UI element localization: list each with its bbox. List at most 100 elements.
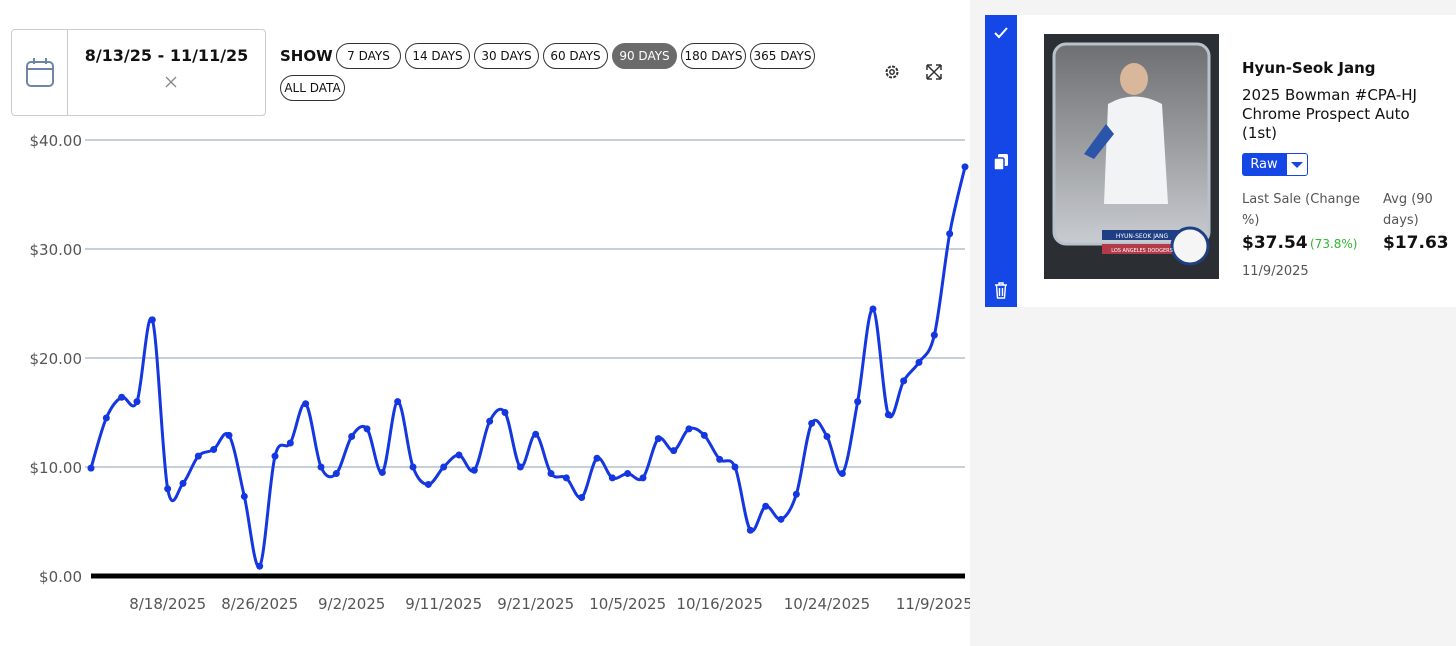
- data-point: [240, 492, 248, 500]
- data-point: [869, 305, 877, 313]
- avg-label: Avg (90 days): [1383, 192, 1433, 228]
- data-point: [578, 494, 586, 502]
- data-point: [624, 470, 632, 478]
- data-point: [409, 463, 417, 471]
- grade-button[interactable]: Raw: [1242, 153, 1286, 176]
- data-point: [639, 474, 647, 482]
- data-point: [210, 446, 218, 454]
- data-point: [670, 447, 678, 455]
- data-point: [808, 419, 816, 427]
- card-image-name: HYUN-SEOK JANG: [1116, 233, 1169, 240]
- x-tick-label: 10/5/2025: [589, 595, 666, 613]
- copy-icon[interactable]: [993, 153, 1009, 171]
- data-point: [225, 431, 233, 439]
- change: (73.8%): [1310, 237, 1358, 251]
- y-tick-label: $30.00: [30, 241, 83, 259]
- sale-date: 11/9/2025: [1242, 264, 1309, 279]
- x-tick-label: 8/18/2025: [129, 595, 206, 613]
- last-sale-label: Last Sale (Change %): [1242, 192, 1361, 228]
- data-point: [348, 432, 356, 440]
- data-point: [256, 562, 264, 570]
- data-point: [87, 464, 95, 472]
- date-range: 8/13/25 - 11/11/25: [84, 46, 249, 65]
- data-point: [823, 432, 831, 440]
- y-tick-label: $20.00: [30, 350, 83, 368]
- data-point: [486, 417, 494, 425]
- calendar-icon: [26, 58, 54, 87]
- chart-panel: 8/13/25 - 11/11/25 SHOW 7 DAYS 14 DAYS 30 …: [0, 0, 970, 646]
- dropdown-icon: [1291, 162, 1303, 168]
- grade-dropdown[interactable]: [1286, 153, 1308, 176]
- data-point: [946, 230, 954, 238]
- range-button[interactable]: 7 DAYS: [336, 43, 401, 69]
- data-point: [501, 409, 509, 416]
- data-point: [608, 474, 616, 482]
- data-point: [884, 411, 892, 419]
- range-button[interactable]: 180 DAYS: [681, 43, 746, 69]
- data-point: [838, 470, 846, 478]
- data-point: [470, 466, 478, 474]
- data-point: [455, 451, 463, 459]
- range-button[interactable]: 60 DAYS: [543, 43, 608, 69]
- data-point: [317, 463, 325, 471]
- x-tick-label: 9/21/2025: [497, 595, 574, 613]
- date-picker[interactable]: 8/13/25 - 11/11/25: [11, 29, 266, 116]
- range-button[interactable]: 90 DAYS: [612, 43, 677, 69]
- data-point: [562, 474, 570, 482]
- check-icon[interactable]: [993, 26, 1009, 40]
- data-point: [777, 515, 785, 523]
- y-tick-label: $40.00: [30, 132, 83, 150]
- expand-icon[interactable]: [925, 63, 943, 81]
- data-point: [731, 463, 739, 471]
- data-point: [532, 430, 540, 438]
- data-point: [378, 468, 386, 476]
- data-point: [593, 454, 601, 462]
- data-point: [363, 425, 371, 433]
- x-tick-label: 9/11/2025: [405, 595, 482, 613]
- settings-icon[interactable]: [883, 63, 901, 81]
- data-point: [148, 316, 156, 324]
- x-tick-label: 10/16/2025: [676, 595, 762, 613]
- data-point: [516, 463, 524, 471]
- data-point: [700, 431, 708, 439]
- data-point: [164, 485, 172, 493]
- data-point: [102, 414, 110, 422]
- data-point: [900, 377, 908, 385]
- card-title: 2025 Bowman #CPA-HJ Chrome Prospect Auto…: [1242, 86, 1417, 142]
- x-tick-label: 9/2/2025: [318, 595, 385, 613]
- data-point: [762, 502, 770, 510]
- data-point: [286, 439, 294, 447]
- show-label: SHOW: [280, 47, 333, 65]
- price-line: [89, 166, 967, 568]
- data-point: [746, 526, 754, 534]
- y-tick-label: $10.00: [30, 459, 83, 477]
- y-tick-label: $0.00: [39, 568, 82, 586]
- range-button[interactable]: ALL DATA: [280, 75, 345, 101]
- x-tick-label: 11/9/2025: [896, 595, 970, 613]
- data-point: [424, 480, 432, 488]
- data-point: [915, 358, 923, 366]
- x-tick-label: 8/26/2025: [221, 595, 298, 613]
- range-button[interactable]: 30 DAYS: [474, 43, 539, 69]
- data-point: [271, 452, 279, 460]
- avg: $17.63: [1383, 233, 1449, 253]
- player-name: Hyun-Seok Jang: [1242, 59, 1376, 77]
- clear-icon[interactable]: [165, 76, 177, 88]
- data-point: [716, 455, 724, 463]
- data-point: [685, 425, 693, 433]
- data-point: [930, 331, 938, 339]
- card-sidebar: [985, 15, 1017, 307]
- x-tick-label: 10/24/2025: [784, 595, 870, 613]
- delete-icon[interactable]: [993, 281, 1009, 299]
- chart: $0.00 $10.00 $20.00 $30.00 $40.00 8/18/2025 8/…: [30, 132, 971, 613]
- data-point: [133, 398, 141, 406]
- data-point: [854, 398, 862, 406]
- data-point: [179, 479, 187, 487]
- range-button[interactable]: 14 DAYS: [405, 43, 470, 69]
- data-point: [332, 470, 340, 478]
- data-point: [961, 163, 969, 171]
- data-point: [302, 400, 310, 408]
- range-button[interactable]: 365 DAYS: [750, 43, 815, 69]
- card-image: HYUN-SEOK JANG LOS ANGELES DODGERS: [1044, 34, 1219, 279]
